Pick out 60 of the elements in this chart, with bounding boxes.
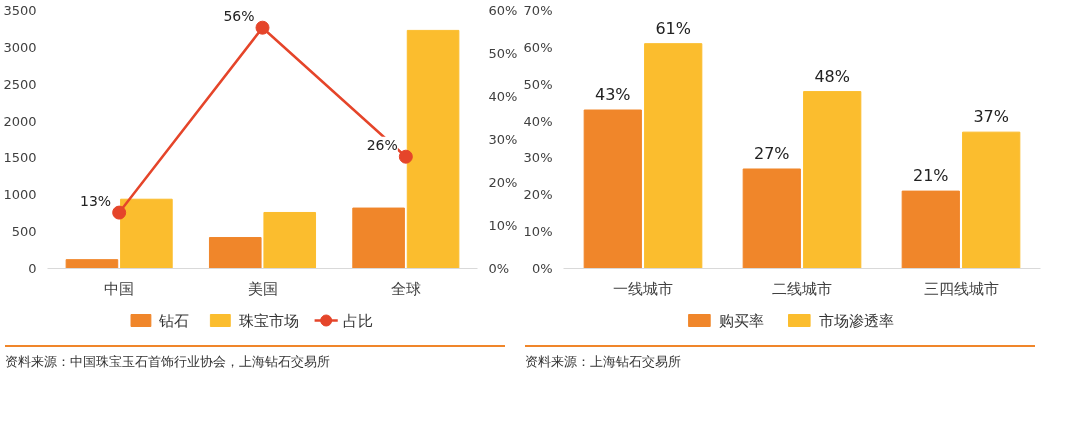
point [255,20,270,35]
data-label: 26% [366,136,398,153]
data-label: 27% [754,143,790,163]
y2-tick-label: 60% [488,3,518,18]
data-label: 21% [913,166,949,186]
legend-label: 钻石 [158,311,190,330]
x-tick-label: 三四线城市 [923,279,999,298]
bar [120,198,173,269]
y-tick-label: 60% [523,39,553,55]
bar [208,237,262,269]
text: 资料来源：中国珠宝玉石首饰行业协会，上海钻石交易所 [5,353,330,371]
x-tick-label: 二线城市 [772,279,832,298]
point [112,205,127,220]
legend-label: 占比 [342,311,373,330]
y-tick-label: 0% [531,261,553,276]
data-label: 43% [595,85,631,105]
y2-tick-label: 10% [488,218,518,233]
y2-tick-label: 20% [488,175,518,190]
y-tick-label: 3500 [3,3,37,18]
data-label: 48% [814,66,850,86]
y-tick-label: 3000 [3,39,37,55]
y-tick-label: 1000 [3,187,37,203]
legend-label: 购买率 [719,311,765,330]
y-tick-label: 50% [523,76,553,92]
y-tick-label: 2000 [3,113,37,129]
x-tick-label: 全球 [390,279,421,298]
x-tick-label: 中国 [104,279,135,298]
bar [65,259,119,269]
y2-tick-label: 50% [488,46,518,61]
y-tick-label: 20% [523,187,553,203]
y-tick-label: 10% [523,224,553,240]
bar [263,211,317,269]
y-tick-label: 30% [523,150,553,166]
y2-tick-label: 30% [488,132,518,147]
bar [803,91,862,269]
data-label: 37% [973,107,1009,127]
point [398,149,413,164]
bar [406,29,460,269]
bar [742,168,801,269]
y2-tick-label: 0% [488,261,510,276]
bar [962,131,1021,269]
bar [644,43,703,269]
y2-tick-label: 40% [488,89,518,104]
y-tick-label: 500 [11,224,37,240]
y-tick-label: 0 [28,261,37,276]
legend-label: 市场渗透率 [819,311,895,330]
y-tick-label: 70% [523,3,553,18]
x-tick-label: 一线城市 [613,279,673,298]
y-tick-label: 2500 [3,76,37,92]
bar [901,190,960,269]
data-label: 61% [655,18,691,38]
bar [352,207,405,269]
y-tick-label: 40% [523,113,553,129]
text: 资料来源：上海钻石交易所 [525,353,681,371]
bar [583,109,642,269]
legend-label: 珠宝市场 [238,311,299,330]
y-tick-label: 1500 [3,150,37,166]
x-tick-label: 美国 [247,279,278,298]
data-label: 13% [80,192,112,209]
data-label: 56% [223,7,255,24]
